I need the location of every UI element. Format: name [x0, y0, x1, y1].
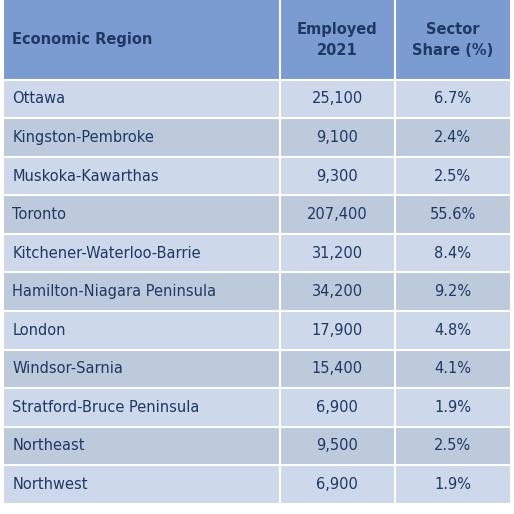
Bar — [4, 118, 510, 157]
Text: 6,900: 6,900 — [317, 477, 358, 492]
Text: Northwest: Northwest — [12, 477, 88, 492]
Text: Kitchener-Waterloo-Barrie: Kitchener-Waterloo-Barrie — [12, 246, 201, 261]
Text: 34,200: 34,200 — [312, 284, 363, 299]
Text: London: London — [12, 323, 66, 338]
Bar — [4, 427, 510, 465]
Text: 17,900: 17,900 — [312, 323, 363, 338]
Text: 2.5%: 2.5% — [434, 169, 471, 183]
Bar — [4, 272, 510, 311]
Text: 4.8%: 4.8% — [434, 323, 471, 338]
Bar — [4, 388, 510, 427]
Bar — [4, 80, 510, 118]
Text: Ottawa: Ottawa — [12, 91, 65, 106]
Text: 25,100: 25,100 — [312, 91, 363, 106]
Text: 8.4%: 8.4% — [434, 246, 471, 261]
Text: 9,500: 9,500 — [317, 438, 358, 453]
Text: Hamilton-Niagara Peninsula: Hamilton-Niagara Peninsula — [12, 284, 216, 299]
Text: Kingston-Pembroke: Kingston-Pembroke — [12, 130, 154, 145]
Text: 1.9%: 1.9% — [434, 477, 471, 492]
Text: Sector
Share (%): Sector Share (%) — [412, 22, 493, 58]
Bar — [4, 157, 510, 195]
Bar — [4, 0, 510, 80]
Text: 207,400: 207,400 — [307, 207, 368, 222]
Text: 9,300: 9,300 — [317, 169, 358, 183]
Text: Toronto: Toronto — [12, 207, 66, 222]
Text: 9.2%: 9.2% — [434, 284, 471, 299]
Text: Employed
2021: Employed 2021 — [297, 22, 378, 58]
Text: 2.5%: 2.5% — [434, 438, 471, 453]
Text: Windsor-Sarnia: Windsor-Sarnia — [12, 361, 123, 376]
Text: 1.9%: 1.9% — [434, 400, 471, 415]
Bar — [4, 234, 510, 272]
Text: 2.4%: 2.4% — [434, 130, 471, 145]
Text: Economic Region: Economic Region — [12, 32, 153, 47]
Text: Northeast: Northeast — [12, 438, 85, 453]
Bar — [4, 350, 510, 388]
Text: Stratford-Bruce Peninsula: Stratford-Bruce Peninsula — [12, 400, 200, 415]
Text: 9,100: 9,100 — [317, 130, 358, 145]
Bar — [4, 465, 510, 504]
Text: 6,900: 6,900 — [317, 400, 358, 415]
Bar — [4, 311, 510, 350]
Text: 31,200: 31,200 — [312, 246, 363, 261]
Text: Muskoka-Kawarthas: Muskoka-Kawarthas — [12, 169, 159, 183]
Text: 6.7%: 6.7% — [434, 91, 471, 106]
Bar — [4, 195, 510, 234]
Text: 4.1%: 4.1% — [434, 361, 471, 376]
Text: 55.6%: 55.6% — [429, 207, 475, 222]
Text: 15,400: 15,400 — [312, 361, 363, 376]
